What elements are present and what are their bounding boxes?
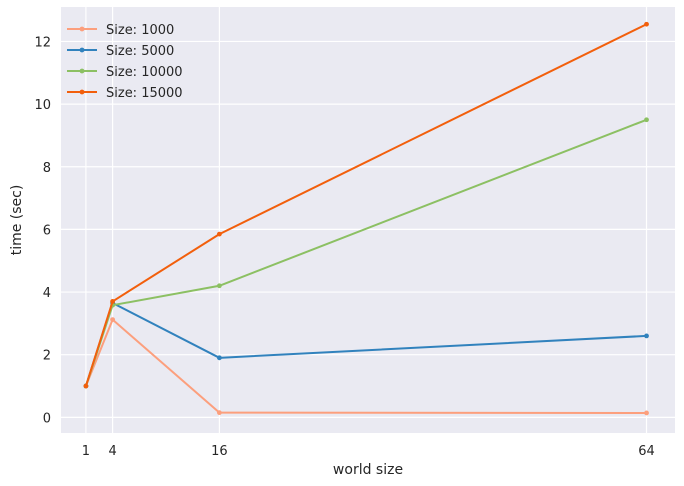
legend-item: Size: 10000 — [67, 65, 183, 80]
legend: Size: 1000 Size: 5000 Size: 10000 Size: 150… — [67, 23, 183, 101]
y-tick-label: 0 — [43, 411, 51, 426]
data-point — [216, 355, 222, 361]
data-point — [644, 333, 649, 339]
data-point — [110, 317, 116, 323]
y-tick-label: 6 — [43, 223, 51, 238]
x-tick-label: 16 — [211, 444, 228, 459]
plot-area — [61, 7, 675, 433]
legend-item: Size: 15000 — [67, 86, 183, 101]
y-tick-label: 8 — [43, 161, 51, 176]
x-tick-label: 4 — [108, 444, 116, 459]
x-axis-label: world size — [333, 462, 403, 478]
legend-item: Size: 5000 — [67, 44, 174, 59]
legend-marker — [79, 89, 85, 95]
y-axis-label: time (sec) — [9, 185, 25, 256]
grid-lines — [61, 7, 675, 433]
data-point — [644, 117, 649, 123]
series-line — [84, 23, 647, 387]
data-point — [216, 410, 222, 416]
legend-label: Size: 10000 — [106, 65, 183, 80]
series-lines — [83, 21, 649, 416]
y-tick-label: 4 — [43, 286, 51, 301]
legend-marker — [79, 68, 85, 74]
data-point — [644, 21, 649, 27]
x-tick-label: 64 — [638, 444, 655, 459]
legend-label: Size: 15000 — [106, 86, 183, 101]
data-point — [83, 383, 89, 389]
legend-marker — [79, 47, 85, 53]
series-size-15000 — [83, 21, 649, 389]
data-point — [644, 410, 649, 416]
y-tick-label: 12 — [34, 35, 51, 50]
legend-marker — [79, 26, 85, 32]
series-line — [84, 318, 647, 414]
y-tick-label: 10 — [34, 98, 51, 113]
data-point — [216, 283, 222, 289]
legend-item: Size: 1000 — [67, 23, 174, 38]
data-point — [110, 299, 116, 304]
legend-label: Size: 5000 — [106, 44, 174, 59]
y-tick-label: 2 — [43, 349, 51, 364]
x-tick-label: 1 — [82, 444, 90, 459]
legend-label: Size: 1000 — [106, 23, 174, 38]
data-point — [216, 231, 222, 237]
